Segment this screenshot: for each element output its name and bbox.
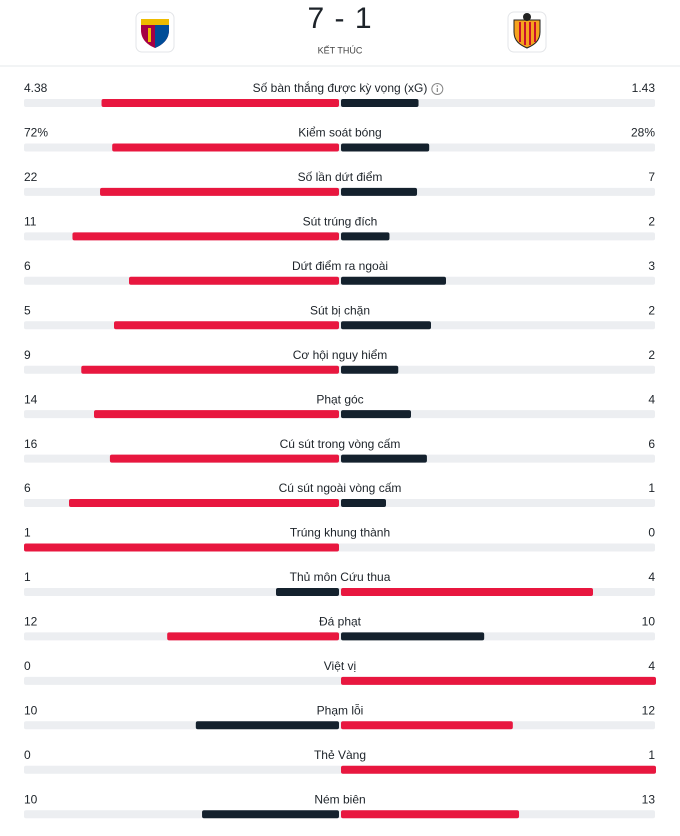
away-value: 4 xyxy=(648,570,655,584)
home-value: 12 xyxy=(24,615,38,629)
away-value: 28% xyxy=(631,126,655,140)
home-bar xyxy=(72,232,339,241)
away-value: 3 xyxy=(648,259,655,273)
stat-name: Cú sút trong vòng cấm xyxy=(280,437,401,451)
home-value: 9 xyxy=(24,348,31,362)
stat-name: Số lần dứt điểm xyxy=(298,170,383,184)
away-bar xyxy=(341,410,411,419)
home-value: 14 xyxy=(24,392,38,406)
home-bar xyxy=(101,99,339,107)
away-bar xyxy=(341,187,418,196)
home-bar xyxy=(195,721,339,730)
score: 7 - 1 xyxy=(307,2,372,35)
stat-name: Cơ hội nguy hiểm xyxy=(293,348,388,362)
away-value: 12 xyxy=(642,703,656,717)
home-bar xyxy=(81,365,339,374)
home-bar xyxy=(24,543,339,552)
home-value: 0 xyxy=(24,659,31,673)
home-bar xyxy=(100,187,339,196)
stat-name: Trúng khung thành xyxy=(290,526,390,540)
away-bar xyxy=(341,276,446,285)
away-bar xyxy=(341,365,399,374)
away-value: 1 xyxy=(648,748,655,762)
stat-name: Sút bị chặn xyxy=(310,303,370,317)
away-bar xyxy=(341,99,419,107)
home-value: 72% xyxy=(24,126,48,140)
stat-name: Cú sút ngoài vòng cấm xyxy=(279,481,402,495)
away-value: 2 xyxy=(648,348,655,362)
away-value: 2 xyxy=(648,215,655,229)
stat-name: Đá phạt xyxy=(319,615,362,629)
stat-name: Thủ môn Cứu thua xyxy=(290,570,391,584)
home-value: 6 xyxy=(24,259,31,273)
home-value: 11 xyxy=(24,215,37,229)
home-value: 4.38 xyxy=(24,81,48,95)
stat-name: Phạm lỗi xyxy=(317,702,364,717)
bar-track xyxy=(24,810,655,819)
away-logo xyxy=(507,11,547,53)
away-bar xyxy=(341,143,430,152)
home-value: 5 xyxy=(24,303,31,317)
home-bar xyxy=(129,276,339,285)
bar-track xyxy=(24,721,655,730)
away-value: 1.43 xyxy=(632,81,656,95)
stat-name: Dứt điểm ra ngoài xyxy=(292,259,388,273)
stat-name: Thẻ Vàng xyxy=(314,748,366,762)
home-value: 1 xyxy=(24,526,31,540)
stat-name: Việt vị xyxy=(324,659,356,673)
home-logo xyxy=(135,11,175,53)
bar-track xyxy=(24,276,655,285)
away-bar xyxy=(341,765,656,774)
away-bar xyxy=(341,499,386,508)
info-icon-dot xyxy=(436,85,439,87)
away-value: 10 xyxy=(642,615,656,629)
away-bar xyxy=(341,587,593,596)
away-value: 4 xyxy=(648,659,655,673)
home-bar xyxy=(69,499,339,508)
bar-track xyxy=(24,632,655,641)
away-bar xyxy=(341,676,656,685)
stat-name: Ném biên xyxy=(314,792,365,806)
home-value: 10 xyxy=(24,792,38,806)
home-bar xyxy=(167,632,339,641)
away-bar xyxy=(341,454,427,463)
home-bar xyxy=(94,410,339,419)
away-value: 4 xyxy=(648,392,655,406)
home-bar xyxy=(114,321,339,330)
away-value: 1 xyxy=(648,481,655,495)
away-bar xyxy=(341,632,485,641)
home-value: 16 xyxy=(24,437,38,451)
home-value: 0 xyxy=(24,748,31,762)
away-value: 0 xyxy=(648,526,655,540)
away-bar xyxy=(341,232,390,241)
home-value: 22 xyxy=(24,170,38,184)
stat-name: Kiểm soát bóng xyxy=(298,126,381,140)
home-value: 6 xyxy=(24,481,31,495)
stat-name: Sút trúng đích xyxy=(303,215,378,229)
away-value: 2 xyxy=(648,303,655,317)
match-status: KẾT THÚC xyxy=(318,45,363,55)
home-bar xyxy=(202,810,339,819)
home-value: 10 xyxy=(24,703,38,717)
home-value: 1 xyxy=(24,570,31,584)
away-bar xyxy=(341,721,513,730)
away-bar xyxy=(341,321,431,330)
home-bar xyxy=(112,143,339,152)
home-bar xyxy=(276,587,339,596)
info-icon xyxy=(431,83,444,95)
stat-name: Số bàn thắng được kỳ vọng (xG) xyxy=(253,80,428,95)
away-value: 7 xyxy=(648,170,655,184)
away-value: 13 xyxy=(642,792,656,806)
away-value: 6 xyxy=(648,437,655,451)
away-bar xyxy=(341,810,520,819)
home-bar xyxy=(109,454,339,463)
stat-name: Phạt góc xyxy=(316,392,363,406)
